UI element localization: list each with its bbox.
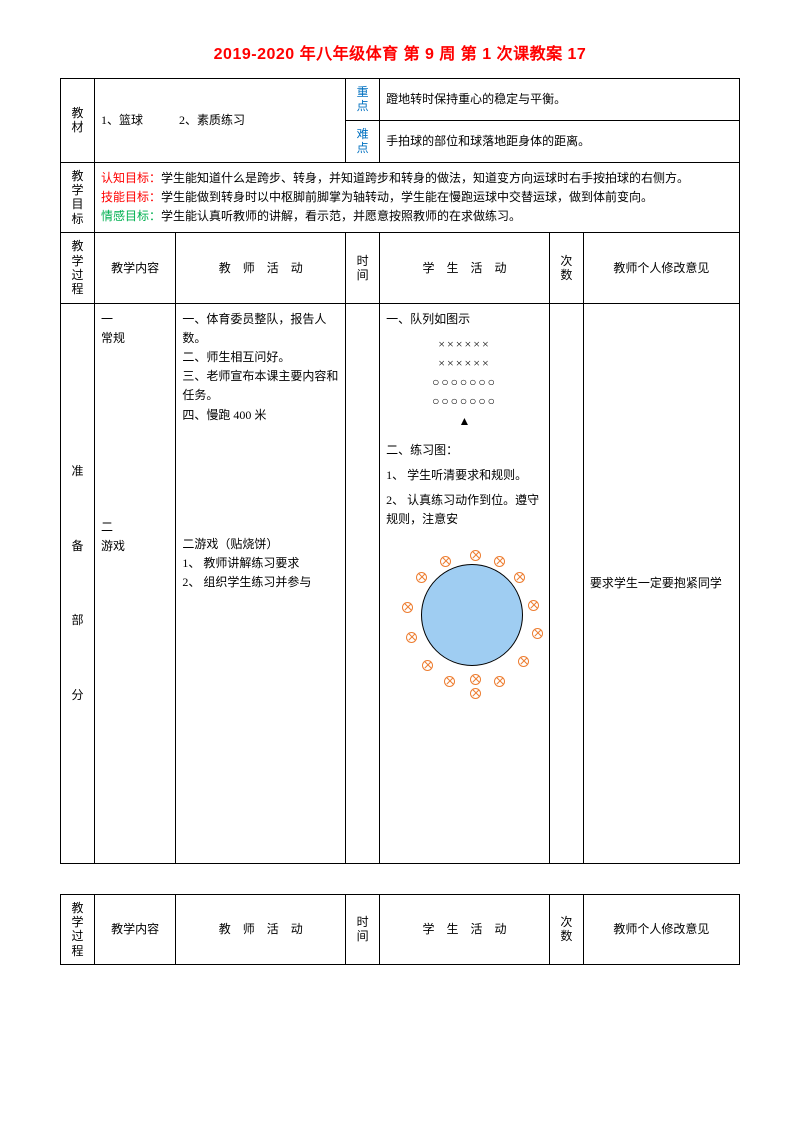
col-process: 教学过程 — [61, 894, 95, 965]
player-marker-icon — [470, 674, 481, 685]
goal-text: 认知目标：学生能知道什么是跨步、转身，并知道跨步和转身的做法，知道变方向运球时右… — [94, 162, 739, 233]
center-circle-icon — [421, 564, 523, 666]
col-count: 次数 — [549, 894, 583, 965]
remark-cell: 要求学生一定要抱紧同学 — [583, 303, 739, 863]
player-marker-icon — [494, 556, 505, 567]
col-content: 教学内容 — [94, 233, 175, 304]
player-marker-icon — [470, 688, 481, 699]
player-marker-icon — [422, 660, 433, 671]
col-time: 时间 — [346, 233, 380, 304]
player-marker-icon — [444, 676, 455, 687]
nandian-text: 手拍球的部位和球落地距身体的距离。 — [380, 120, 740, 162]
materials-cell: 1、篮球 2、素质练习 — [94, 79, 345, 163]
col-teacher: 教 师 活 动 — [176, 894, 346, 965]
player-marker-icon — [406, 632, 417, 643]
student-cell: 一、队列如图示 ×××××× ×××××× ○○○○○○○ ○○○○○○○ ▲ … — [380, 303, 550, 863]
col-remark: 教师个人修改意见 — [583, 233, 739, 304]
player-marker-icon — [494, 676, 505, 687]
col-student: 学 生 活 动 — [380, 894, 550, 965]
game-diagram — [386, 536, 556, 706]
time-cell — [346, 303, 380, 863]
player-marker-icon — [470, 550, 481, 561]
col-process: 教学过程 — [61, 233, 95, 304]
zhongdian-text: 蹬地转时保持重心的稳定与平衡。 — [380, 79, 740, 121]
player-marker-icon — [514, 572, 525, 583]
page-title: 2019-2020 年八年级体育 第 9 周 第 1 次课教案 17 — [60, 40, 740, 64]
jiaocai-label: 教材 — [61, 79, 95, 163]
nandian-label: 难点 — [346, 120, 380, 162]
main-table: 教材 1、篮球 2、素质练习 重点 蹬地转时保持重心的稳定与平衡。 难点 手拍球… — [60, 78, 740, 864]
col-count: 次数 — [549, 233, 583, 304]
goal-label: 教 学 目 标 — [61, 162, 95, 233]
player-marker-icon — [416, 572, 427, 583]
col-teacher: 教 师 活 动 — [176, 233, 346, 304]
player-marker-icon — [528, 600, 539, 611]
content-cell: 一 常规 二 游戏 — [94, 303, 175, 863]
player-marker-icon — [532, 628, 543, 639]
player-marker-icon — [518, 656, 529, 667]
col-student: 学 生 活 动 — [380, 233, 550, 304]
col-content: 教学内容 — [94, 894, 175, 965]
player-marker-icon — [440, 556, 451, 567]
col-remark: 教师个人修改意见 — [583, 894, 739, 965]
teacher-cell: 一、体育委员整队，报告人数。 二、师生相互问好。 三、老师宣布本课主要内容和任务… — [176, 303, 346, 863]
prep-label: 准 备 部 分 — [61, 303, 95, 863]
footer-table: 教学过程 教学内容 教 师 活 动 时间 学 生 活 动 次数 教师个人修改意见 — [60, 894, 740, 966]
col-time: 时间 — [346, 894, 380, 965]
player-marker-icon — [402, 602, 413, 613]
zhongdian-label: 重点 — [346, 79, 380, 121]
